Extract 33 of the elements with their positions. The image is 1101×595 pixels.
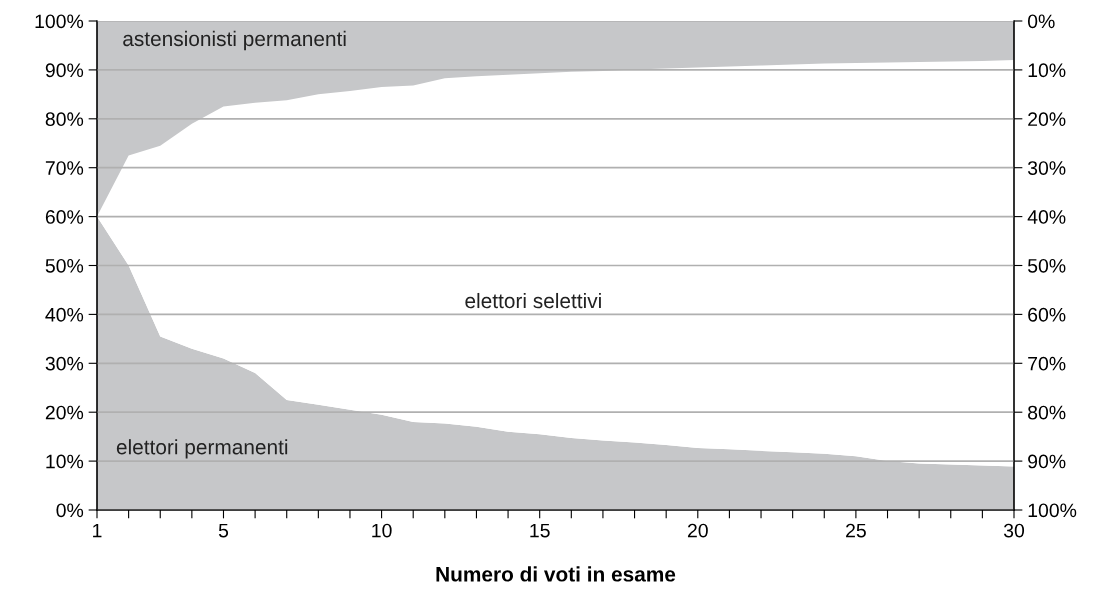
y2-tick-label: 40%	[1027, 210, 1066, 224]
y2-tick-label: 20%	[1028, 112, 1066, 127]
y-tick-label: 100%	[35, 14, 84, 29]
y2-tick-label: 100%	[1028, 503, 1077, 518]
x-tick-label: 20	[687, 523, 708, 538]
x-tick-label: 25	[846, 523, 866, 538]
x-tick-label: 10	[372, 523, 392, 538]
y2-tick-label: 90%	[1028, 454, 1066, 469]
y-tick-label: 80%	[45, 112, 84, 127]
x-tick-label: 1	[93, 523, 102, 538]
y-tick-label: 40%	[45, 307, 84, 322]
y-tick-label: 0%	[56, 503, 84, 518]
y-tick-label: 10%	[46, 454, 84, 469]
series-label: elettori permanenti	[116, 439, 288, 459]
y-tick-label: 20%	[45, 405, 84, 420]
series-label: elettori selettivi	[465, 292, 601, 309]
series-label: astensionisti permanenti	[123, 30, 346, 51]
x-tick-label: 30	[1003, 523, 1025, 538]
y2-tick-label: 0%	[1027, 14, 1055, 29]
y2-tick-label: 30%	[1027, 161, 1066, 175]
y-tick-label: 90%	[45, 63, 84, 78]
y-tick-label: 60%	[45, 210, 84, 224]
y-tick-label: 30%	[45, 356, 84, 371]
x-tick-label: 5	[218, 523, 229, 538]
y2-tick-label: 10%	[1028, 63, 1066, 78]
x-axis-title: Numero di voti in esame	[436, 566, 676, 582]
y-tick-label: 70%	[45, 161, 84, 175]
y2-tick-label: 80%	[1028, 405, 1066, 420]
y2-tick-label: 70%	[1028, 356, 1066, 371]
y2-tick-label: 60%	[1028, 307, 1066, 322]
y2-tick-label: 50%	[1027, 258, 1066, 273]
x-tick-label: 15	[530, 523, 550, 538]
y-tick-label: 50%	[45, 258, 84, 273]
